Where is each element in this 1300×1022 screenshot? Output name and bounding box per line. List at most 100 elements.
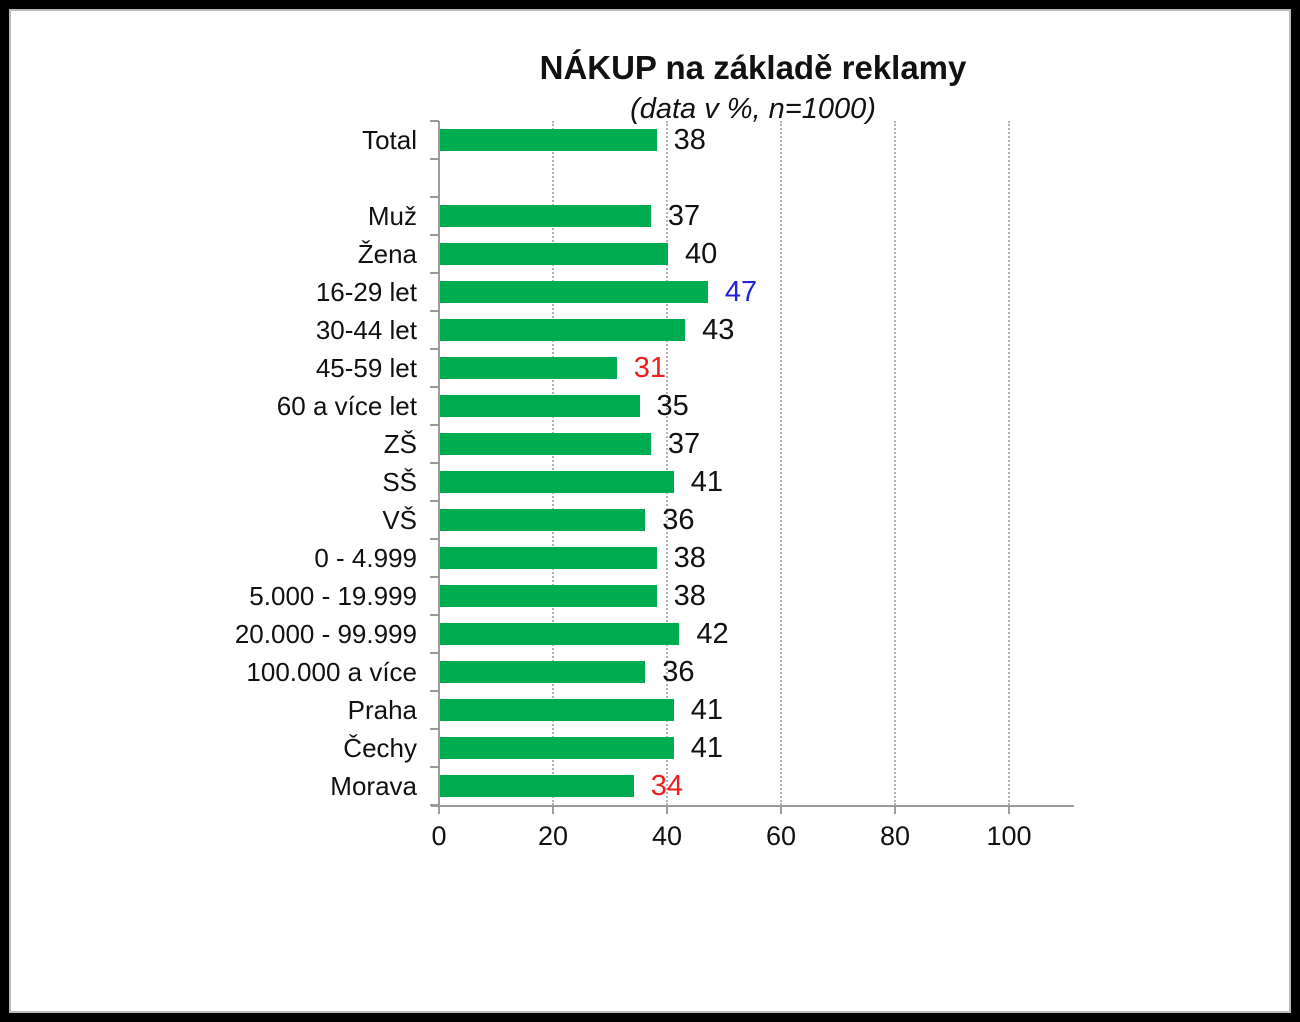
y-axis-tick: [430, 386, 439, 388]
gridline-x-40: [666, 121, 668, 805]
x-axis-tick-100: [1008, 805, 1010, 814]
chart-row: VŠ 36: [9, 501, 1099, 539]
bar-zone: 41: [439, 691, 1099, 729]
category-label: [9, 159, 439, 197]
bar-zone: 40: [439, 235, 1099, 273]
bar-zone: 43: [439, 311, 1099, 349]
bar-zone: 41: [439, 729, 1099, 767]
value-label: 38: [673, 580, 706, 612]
x-axis-label-100: 100: [986, 821, 1032, 851]
bar: [440, 243, 668, 265]
chart-row: 20.000 - 99.999 42: [9, 615, 1099, 653]
chart-row: 100.000 a více 36: [9, 653, 1099, 691]
value-label: 42: [696, 618, 729, 650]
x-axis-tick-80: [894, 805, 896, 814]
y-axis-tick: [430, 728, 439, 730]
gridline-x-20: [552, 121, 554, 805]
gridline-x-100: [1008, 121, 1010, 805]
chart-row: 5.000 - 19.999 38: [9, 577, 1099, 615]
value-label: 37: [667, 200, 701, 232]
bar: [440, 129, 657, 151]
bar: [440, 623, 680, 645]
bar-zone: 42: [439, 615, 1099, 653]
bar-zone: 47: [439, 273, 1099, 311]
bar-zone: 41: [439, 463, 1099, 501]
category-label: 60 a více let: [276, 391, 417, 421]
category-label: 100.000 a více: [246, 657, 417, 687]
category-label: 0 - 4.999: [314, 543, 417, 573]
value-label: 35: [656, 390, 689, 422]
y-axis-tick: [430, 576, 439, 578]
bar-rows: Total 38 Muž 37 Žena 40 16-29 let 47 30-44 let 43…: [9, 121, 1099, 805]
chart-row: Čechy 41: [9, 729, 1099, 767]
x-axis-tick-0: [438, 805, 440, 814]
chart-row: Muž 37: [9, 197, 1099, 235]
chart-row: 60 a více let 35: [9, 387, 1099, 425]
bar: [440, 357, 617, 379]
value-label: 47: [724, 276, 758, 308]
gridline-x-80: [894, 121, 896, 805]
category-label: 16-29 let: [315, 277, 417, 307]
value-label: 38: [673, 542, 706, 574]
category-label: 5.000 - 19.999: [249, 581, 417, 611]
value-label: 34: [650, 770, 684, 802]
x-axis-line: [431, 805, 1074, 807]
bar: [440, 433, 651, 455]
y-axis-tick: [430, 348, 439, 350]
bar: [440, 471, 674, 493]
chart-row: 0 - 4.999 38: [9, 539, 1099, 577]
bar-zone: 38: [439, 577, 1099, 615]
gridlines-layer: [439, 121, 1066, 805]
category-label: SŠ: [382, 467, 417, 497]
bar: [440, 319, 686, 341]
bar: [440, 661, 646, 683]
y-axis-tick: [430, 690, 439, 692]
bar-zone: [439, 159, 1099, 197]
value-label: 43: [702, 314, 735, 346]
category-label: Praha: [347, 695, 417, 725]
value-label: 41: [690, 466, 723, 498]
category-label: Čechy: [343, 733, 417, 763]
gridline-x-60: [780, 121, 782, 805]
value-label: 41: [690, 732, 723, 764]
y-axis-line: [438, 121, 440, 807]
chart-title: NÁKUP na základě reklamy: [539, 49, 967, 86]
y-axis-tick: [430, 766, 439, 768]
x-axis-tick-20: [552, 805, 554, 814]
chart-row: 45-59 let 31: [9, 349, 1099, 387]
bar: [440, 699, 674, 721]
bar-zone: 38: [439, 121, 1099, 159]
chart-row: SŠ 41: [9, 463, 1099, 501]
chart-row: Praha 41: [9, 691, 1099, 729]
y-axis-tick: [430, 424, 439, 426]
x-axis-tick-40: [666, 805, 668, 814]
y-axis-tick: [430, 158, 439, 160]
category-label: 45-59 let: [315, 353, 417, 383]
bar-zone: 35: [439, 387, 1099, 425]
value-label: 40: [685, 238, 718, 270]
x-axis-label-80: 80: [879, 821, 911, 851]
category-label: 20.000 - 99.999: [234, 619, 417, 649]
bar: [440, 585, 657, 607]
bar: [440, 509, 646, 531]
chart-row: Žena 40: [9, 235, 1099, 273]
bar-zone: 37: [439, 425, 1099, 463]
bar: [440, 205, 651, 227]
y-axis-tick: [430, 614, 439, 616]
category-label: ZŠ: [383, 429, 417, 459]
bar: [440, 775, 634, 797]
y-axis-tick: [430, 538, 439, 540]
category-label: Muž: [367, 201, 417, 231]
x-axis-tick-60: [780, 805, 782, 814]
chart-row: ZŠ 37: [9, 425, 1099, 463]
value-label: 38: [673, 124, 706, 156]
y-axis-tick: [430, 272, 439, 274]
y-axis-tick: [430, 234, 439, 236]
chart-row: Total 38: [9, 121, 1099, 159]
chart-subtitle: (data v %, n=1000): [630, 93, 876, 125]
y-axis-tick: [430, 120, 439, 122]
y-axis-tick: [430, 462, 439, 464]
value-label: 36: [662, 656, 695, 688]
y-axis-tick: [430, 804, 439, 806]
